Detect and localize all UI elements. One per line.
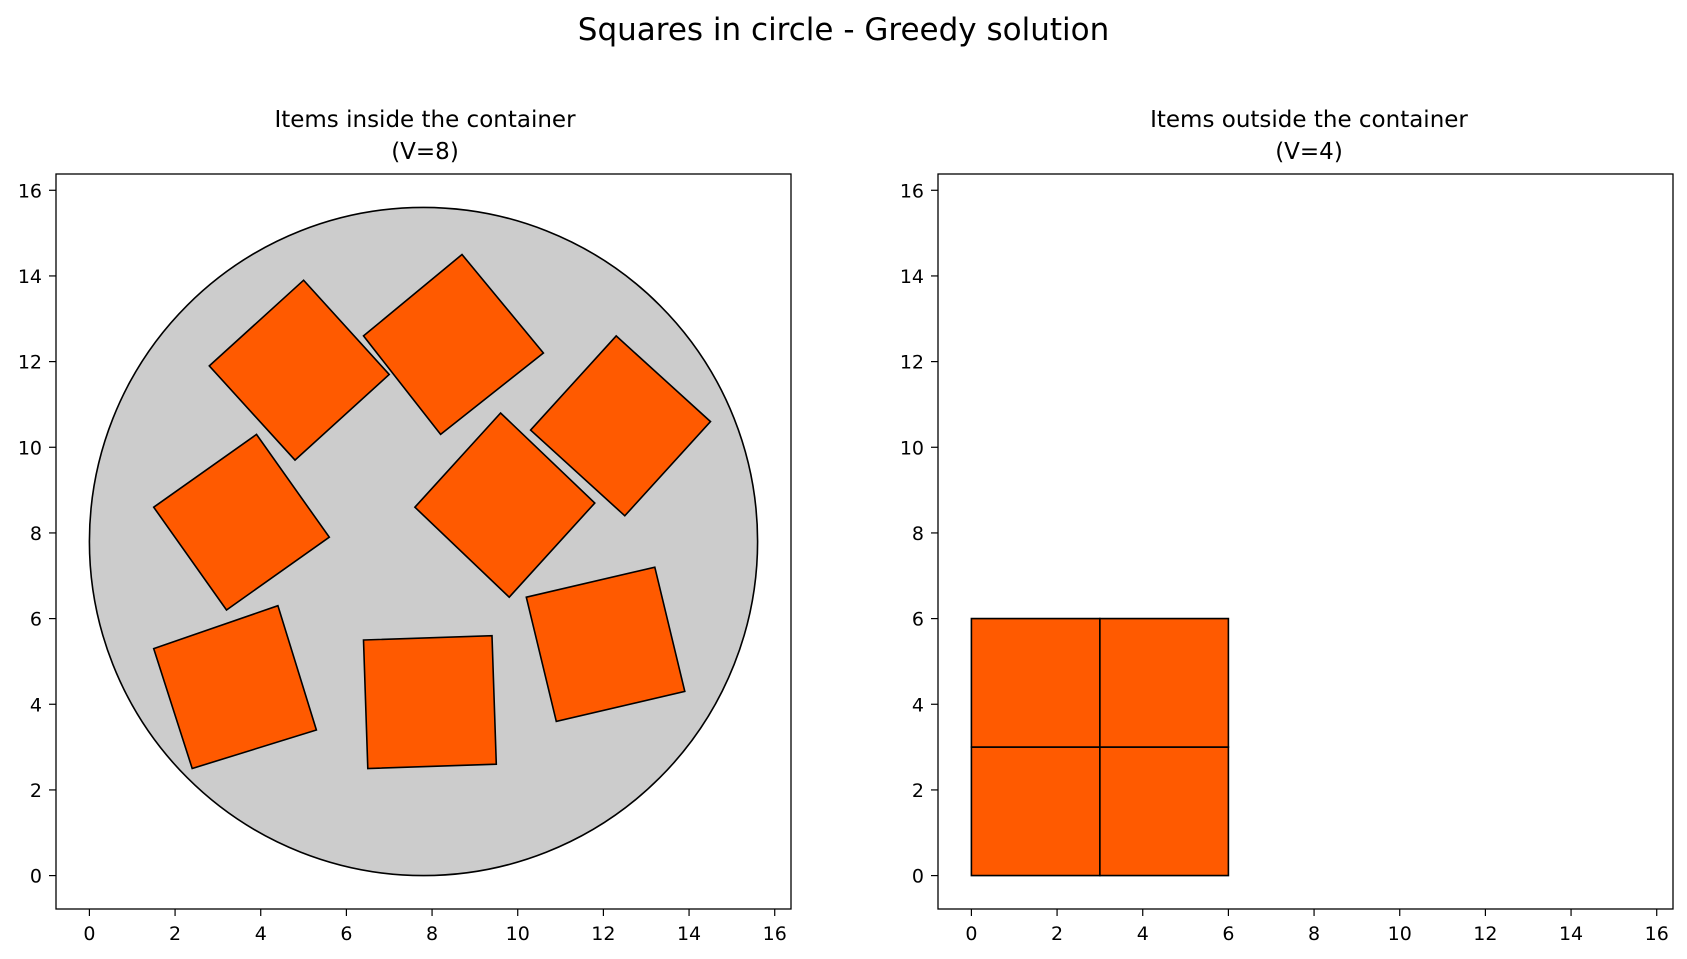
inside-xtick-label-14: 14 [677, 923, 701, 945]
inside-item-square-8 [525, 566, 686, 723]
outside-xtick-label-10: 10 [1388, 923, 1412, 945]
outside-xtick-label-0: 0 [965, 923, 977, 945]
outside-xtick-label-2: 2 [1051, 923, 1063, 945]
outside-xtick-label-6: 6 [1222, 923, 1234, 945]
panel-outside-title-line2: (V=4) [1275, 139, 1343, 165]
inside-xtick-label-6: 6 [340, 923, 352, 945]
plot-area-outside: 0 2 4 6 8 10 12 14 16 0 2 4 6 8 10 12 14 16 [900, 173, 1674, 945]
outside-ytick-label-2: 2 [912, 780, 924, 802]
panel-outside: Items outside the container (V=4) 0 2 4 6 8 1… [900, 107, 1674, 945]
outside-xtick-label-4: 4 [1137, 923, 1149, 945]
panel-outside-title-line1: Items outside the container [1150, 107, 1468, 133]
inside-item-square-1 [208, 279, 391, 462]
outside-xtick-label-8: 8 [1308, 923, 1320, 945]
inside-ytick-label-12: 12 [18, 352, 42, 374]
outside-xtick-label-16: 16 [1645, 923, 1669, 945]
inside-ytick-label-14: 14 [18, 266, 42, 288]
inside-item-square-4 [152, 433, 331, 612]
panel-inside: Items inside the container (V=8) 0 2 4 6 8 10… [18, 107, 792, 945]
inside-ytick-label-2: 2 [30, 780, 42, 802]
inside-xtick-label-8: 8 [426, 923, 438, 945]
inside-xtick-label-16: 16 [763, 923, 787, 945]
outside-axes-frame [937, 173, 1674, 910]
outside-item-square-2 [1099, 746, 1230, 877]
outside-ytick-label-12: 12 [900, 352, 924, 374]
inside-ytick-label-0: 0 [30, 866, 42, 888]
inside-ytick-label-8: 8 [30, 523, 42, 545]
inside-xtick-label-12: 12 [591, 923, 615, 945]
outside-ytick-label-4: 4 [912, 694, 924, 716]
inside-item-square-3 [529, 334, 712, 517]
inside-item-square-2 [362, 253, 545, 436]
inside-ytick-label-16: 16 [18, 180, 42, 202]
figure-title: Squares in circle - Greedy solution [578, 12, 1109, 48]
inside-item-square-7 [362, 634, 498, 770]
inside-item-square-6 [152, 604, 318, 770]
inside-ytick-label-6: 6 [30, 609, 42, 631]
inside-xtick-label-10: 10 [506, 923, 530, 945]
inside-axes-frame [55, 173, 792, 910]
outside-ytick-label-14: 14 [900, 266, 924, 288]
outside-ytick-label-8: 8 [912, 523, 924, 545]
outside-ytick-label-16: 16 [900, 180, 924, 202]
inside-ytick-label-4: 4 [30, 694, 42, 716]
outside-xtick-label-14: 14 [1559, 923, 1583, 945]
inside-xtick-label-4: 4 [255, 923, 267, 945]
outside-item-square-4 [1099, 617, 1230, 748]
outside-xtick-label-12: 12 [1473, 923, 1497, 945]
outside-ytick-label-6: 6 [912, 609, 924, 631]
outside-ytick-label-10: 10 [900, 437, 924, 459]
panel-inside-title-line1: Items inside the container [274, 107, 576, 133]
outside-item-square-3 [970, 617, 1101, 748]
outside-ytick-label-0: 0 [912, 866, 924, 888]
outside-item-square-1 [970, 746, 1101, 877]
inside-ytick-label-10: 10 [18, 437, 42, 459]
plot-area-inside: 0 2 4 6 8 10 12 14 16 0 2 4 6 8 10 12 14 16 [18, 173, 792, 945]
inside-xtick-label-2: 2 [169, 923, 181, 945]
inside-xtick-label-0: 0 [83, 923, 95, 945]
panel-inside-title-line2: (V=8) [391, 139, 459, 165]
inside-item-square-5 [413, 411, 596, 599]
